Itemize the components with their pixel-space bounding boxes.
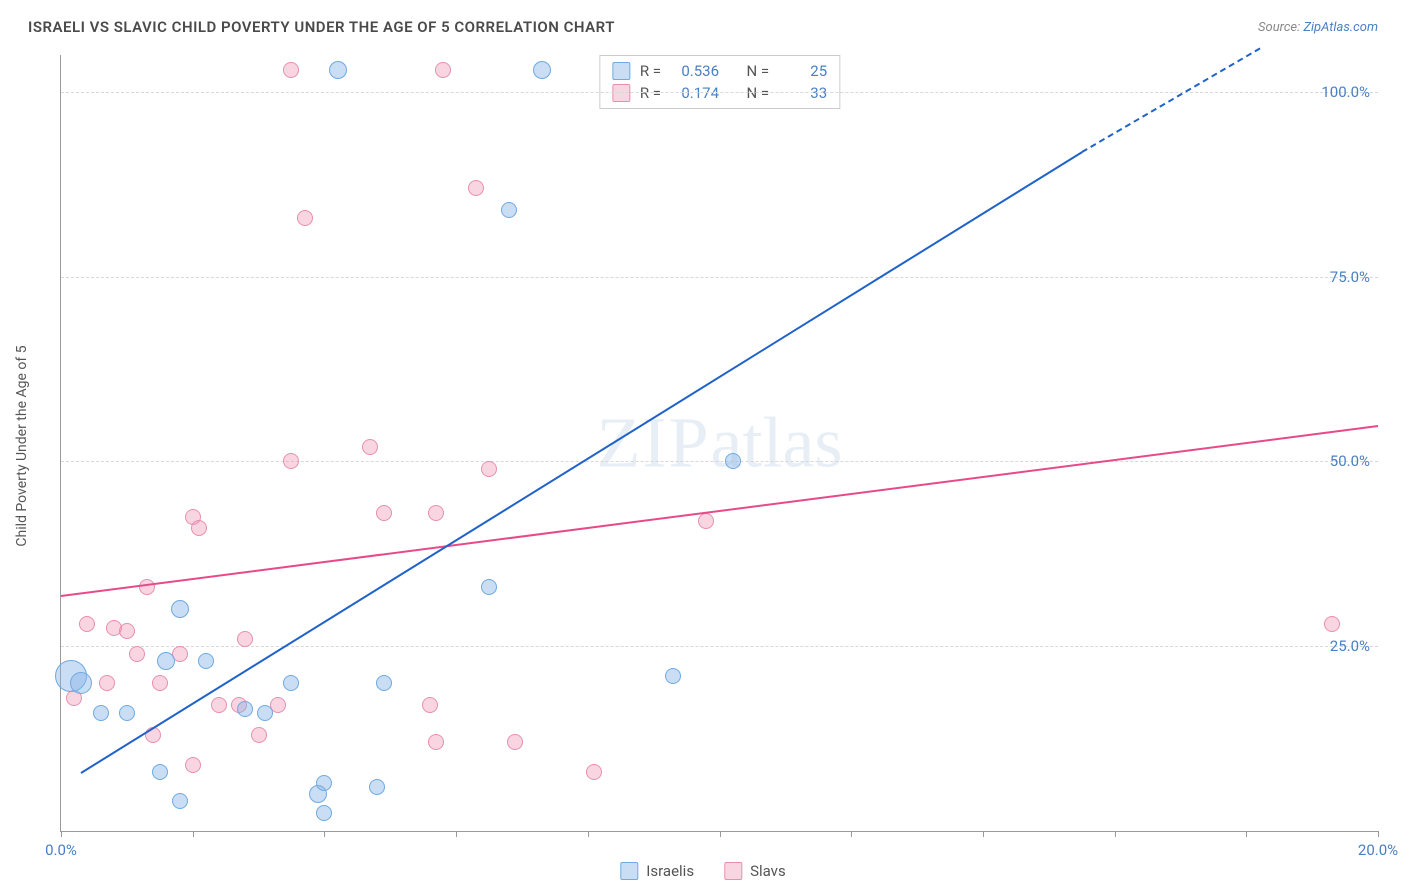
y-tick-label: 25.0% [1330, 637, 1370, 655]
data-point [329, 61, 347, 79]
trend-line-dashed [1081, 48, 1260, 153]
swatch-slavs-icon [724, 862, 742, 880]
data-point [171, 600, 189, 618]
data-point [481, 461, 497, 477]
data-point [586, 764, 602, 780]
trend-line [80, 151, 1082, 773]
data-point [152, 764, 168, 780]
gridline [61, 277, 1378, 278]
data-point [725, 453, 741, 469]
data-point [316, 775, 332, 791]
legend-row-israelis: R = 0.536 N = 25 [612, 60, 827, 82]
watermark: ZIPatlas [597, 402, 843, 485]
legend-row-slavs: R = 0.174 N = 33 [612, 82, 827, 104]
data-point [698, 513, 714, 529]
data-point [283, 62, 299, 78]
x-tick-label: 20.0% [1358, 841, 1398, 859]
x-tick [61, 831, 62, 837]
data-point [369, 779, 385, 795]
data-point [251, 727, 267, 743]
x-tick [1246, 831, 1247, 837]
series-legend: Israelis Slavs [620, 862, 785, 880]
gridline [61, 646, 1378, 647]
data-point [501, 202, 517, 218]
data-point [468, 180, 484, 196]
data-point [376, 675, 392, 691]
y-axis-label: Child Poverty Under the Age of 5 [14, 345, 30, 546]
data-point [481, 579, 497, 595]
x-tick [983, 831, 984, 837]
data-point [70, 672, 92, 694]
data-point [119, 623, 135, 639]
swatch-slavs [612, 84, 630, 102]
swatch-israelis-icon [620, 862, 638, 880]
legend-item-slavs: Slavs [724, 862, 786, 880]
x-tick [456, 831, 457, 837]
data-point [376, 505, 392, 521]
data-point [257, 705, 273, 721]
data-point [139, 579, 155, 595]
data-point [533, 61, 551, 79]
x-tick [588, 831, 589, 837]
x-tick [193, 831, 194, 837]
data-point [191, 520, 207, 536]
data-point [152, 675, 168, 691]
data-point [435, 62, 451, 78]
data-point [93, 705, 109, 721]
data-point [129, 646, 145, 662]
correlation-legend: R = 0.536 N = 25 R = 0.174 N = 33 [599, 55, 840, 109]
y-tick-label: 75.0% [1330, 268, 1370, 286]
data-point [99, 675, 115, 691]
source-link[interactable]: ZipAtlas.com [1303, 20, 1378, 35]
data-point [1324, 616, 1340, 632]
x-tick [324, 831, 325, 837]
data-point [157, 652, 175, 670]
data-point [422, 697, 438, 713]
data-point [283, 453, 299, 469]
x-tick-label: 0.0% [45, 841, 77, 859]
gridline [61, 461, 1378, 462]
legend-item-israelis: Israelis [620, 862, 694, 880]
data-point [428, 734, 444, 750]
data-point [237, 701, 253, 717]
x-tick [1115, 831, 1116, 837]
data-point [316, 805, 332, 821]
data-point [198, 653, 214, 669]
data-point [297, 210, 313, 226]
source-attribution: Source: ZipAtlas.com [1258, 20, 1378, 35]
data-point [119, 705, 135, 721]
x-tick [851, 831, 852, 837]
data-point [79, 616, 95, 632]
data-point [283, 675, 299, 691]
scatter-plot: ZIPatlas R = 0.536 N = 25 R = 0.174 N = … [60, 55, 1378, 832]
data-point [172, 793, 188, 809]
trend-line [61, 425, 1378, 597]
data-point [185, 757, 201, 773]
x-tick [1378, 831, 1379, 837]
data-point [428, 505, 444, 521]
data-point [665, 668, 681, 684]
data-point [211, 697, 227, 713]
chart-title: ISRAELI VS SLAVIC CHILD POVERTY UNDER TH… [28, 18, 615, 36]
data-point [237, 631, 253, 647]
swatch-israelis [612, 62, 630, 80]
data-point [362, 439, 378, 455]
x-tick [720, 831, 721, 837]
y-tick-label: 100.0% [1321, 83, 1370, 101]
y-tick-label: 50.0% [1330, 452, 1370, 470]
data-point [507, 734, 523, 750]
